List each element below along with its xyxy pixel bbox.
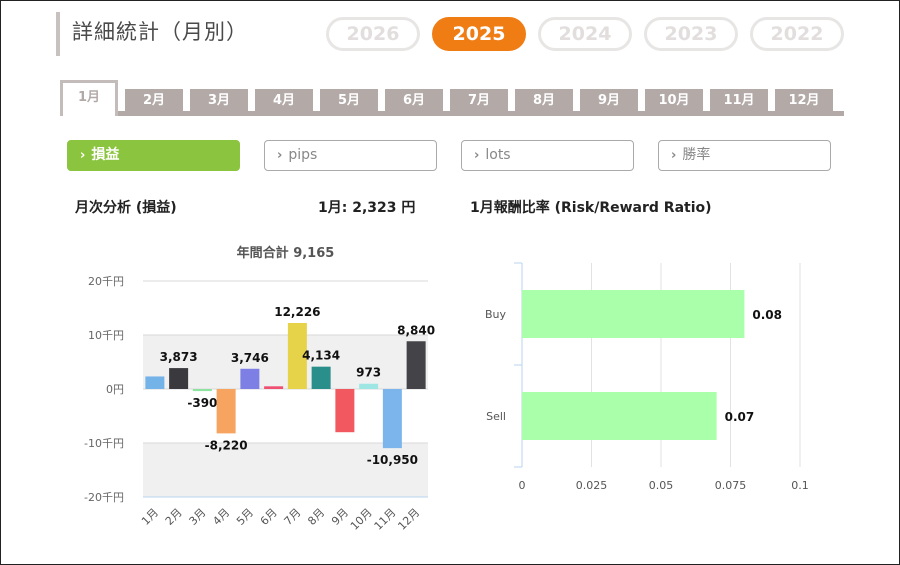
tab-month-10[interactable]: 10月 [645,89,703,112]
tab-month-8[interactable]: 8月 [515,89,573,112]
chevron-right-icon: › [474,148,480,163]
bar [382,389,402,449]
bar-data-label: 3,746 [231,351,269,365]
bar-data-label: 8,840 [397,323,435,337]
year-selector: 2026 2025 2024 2023 2022 [326,17,844,51]
bar-data-label: 0.08 [752,308,782,322]
y-tick-label: -20千円 [84,491,124,504]
month-tabs: 1月 2月 3月 4月 5月 6月 7月 8月 9月 10月 11月 12月 [60,80,844,116]
band-lower [143,443,428,497]
tab-month-6[interactable]: 6月 [385,89,443,112]
bar [311,366,331,389]
bar [359,383,379,389]
bar [522,392,717,440]
y-tick-label: 0円 [106,383,124,396]
y-tick-label: 20千円 [88,275,124,288]
year-2023-button[interactable]: 2023 [644,17,738,51]
bar-data-label: 0.07 [725,410,755,424]
year-2022-button[interactable]: 2022 [750,17,844,51]
x-tick-label: 0.025 [576,479,608,492]
bar-data-label: 12,226 [274,305,320,319]
filter-winrate-button[interactable]: › 勝率 [658,140,831,171]
x-tick-label: 0.075 [715,479,747,492]
band-upper [143,335,428,389]
bar [216,389,236,434]
current-month-total: 1月: 2,323 円 [318,200,416,216]
tab-month-12[interactable]: 12月 [775,89,833,112]
x-tick-label: 7月 [282,506,304,528]
x-tick-label: 12月 [395,506,422,533]
x-tick-label: 11月 [372,506,399,533]
x-tick-label: 3月 [187,506,209,528]
filter-pips-button[interactable]: › pips [264,140,437,171]
bar [406,341,426,389]
filter-label: 勝率 [682,147,711,163]
monthly-analysis-heading: 月次分析 (損益) [75,200,177,216]
x-tick-label: 2月 [163,506,185,528]
page-title: 詳細統計（月別） [72,20,248,44]
y-tick-label: 10千円 [88,329,124,342]
tab-month-9[interactable]: 9月 [580,89,638,112]
filter-label: 損益 [91,147,120,163]
bar-data-label: -390 [187,396,217,410]
x-tick-label: 5月 [234,506,256,528]
tab-month-5[interactable]: 5月 [320,89,378,112]
bar-data-label: 3,873 [160,350,198,364]
chevron-right-icon: › [671,148,677,163]
tab-month-11[interactable]: 11月 [710,89,768,112]
x-tick-label: 6月 [258,506,280,528]
year-2025-button[interactable]: 2025 [432,17,526,51]
bar [169,368,189,389]
title-block: 詳細統計（月別） [56,12,248,56]
filter-label: pips [288,147,318,163]
x-tick-label: 0.05 [649,479,674,492]
tab-month-4[interactable]: 4月 [255,89,313,112]
bar [264,386,284,389]
y-tick-label: Sell [486,410,506,423]
bar [335,389,355,433]
chevron-right-icon: › [80,148,86,163]
tab-month-7[interactable]: 7月 [450,89,508,112]
y-tick-label: -10千円 [84,437,124,450]
risk-reward-chart: 0 0.025 0.05 0.075 0.1 0.08 Buy 0.07 Sell [485,262,809,492]
bar-data-label: -10,950 [367,453,418,467]
bar-data-label: 4,134 [302,349,340,363]
bar [192,389,212,392]
bar-data-label: -8,220 [205,438,248,452]
y-tick-label: Buy [485,308,507,321]
bar-data-label: 973 [356,366,381,380]
bar [145,376,165,389]
x-tick-label: 0 [519,479,526,492]
bar [240,368,260,389]
tab-month-1[interactable]: 1月 [60,80,118,116]
tab-month-3[interactable]: 3月 [190,89,248,112]
rr-heading: 1月報酬比率 (Risk/Reward Ratio) [470,200,712,216]
x-tick-label: 8月 [305,506,327,528]
filter-profit-button[interactable]: › 損益 [67,140,240,171]
x-tick-label: 4月 [210,506,232,528]
year-2026-button[interactable]: 2026 [326,17,420,51]
x-tick-label: 1月 [139,506,161,528]
chart-title: 年間合計 9,165 [237,245,335,261]
monthly-profit-chart: 年間合計 9,165 20千円 10千円 0円 -10千円 -20千円 1月 3,873 2月 -… [84,245,435,533]
year-2024-button[interactable]: 2024 [538,17,632,51]
bar [522,290,745,338]
x-tick-label: 0.1 [791,479,809,492]
x-tick-label: 10月 [348,506,375,533]
filter-label: lots [485,147,511,163]
tab-month-2[interactable]: 2月 [125,89,183,112]
filter-lots-button[interactable]: › lots [461,140,634,171]
bar [287,322,307,389]
chevron-right-icon: › [277,148,283,163]
